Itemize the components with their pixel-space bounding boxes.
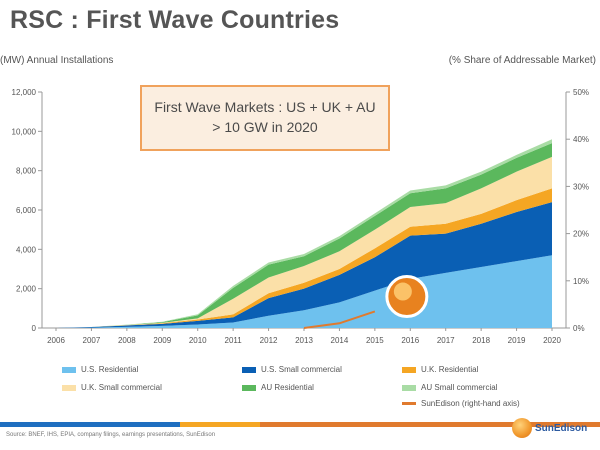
legend-item: U.K. Residential [402,365,478,374]
y2-tick-label: 40% [573,135,589,144]
y-tick-label: 6,000 [16,206,37,215]
sunedison-marker-highlight [393,282,412,301]
y-tick-label: 8,000 [16,167,37,176]
legend-label: U.S. Residential [81,365,139,374]
y2-tick-label: 10% [573,277,589,286]
y2-tick-label: 0% [573,324,585,333]
area-series-1 [56,202,552,328]
x-tick-label: 2009 [153,336,171,345]
legend-item: U.S. Residential [62,365,138,374]
legend-label: AU Small commercial [421,383,498,392]
y2-tick-label: 20% [573,230,589,239]
callout-line1: First Wave Markets : US + UK + AU [154,99,376,115]
legend-label: SunEdison (right-hand axis) [421,399,520,408]
x-tick-label: 2010 [189,336,207,345]
x-tick-label: 2015 [366,336,384,345]
legend-item: U.S. Small commercial [242,365,342,374]
x-tick-label: 2018 [472,336,490,345]
x-tick-label: 2011 [225,336,243,345]
area-series-0 [56,255,552,328]
legend-label: U.K. Residential [421,365,479,374]
legend-swatch [242,384,256,391]
legend-swatch [402,384,416,391]
left-axis-title: (MW) Annual Installations [0,55,114,66]
company-logo: SunEdison [512,418,587,438]
x-tick-label: 2007 [83,336,101,345]
page-title: RSC : First Wave Countries [10,6,340,34]
legend-swatch [62,366,76,373]
y-tick-label: 0 [32,324,37,333]
y-tick-label: 12,000 [12,88,37,97]
area-chart: 0 2,000 4,000 6,000 8,000 10,000 12,000 0% 10% 20… [12,88,589,345]
footer-color-bar [0,422,600,427]
legend-label: AU Residential [261,383,314,392]
x-tick-label: 2012 [260,336,278,345]
legend-item: AU Small commercial [402,383,497,392]
y2-tick-label: 30% [573,182,589,191]
callout-line2: > 10 GW in 2020 [212,119,318,135]
y-tick-label: 10,000 [12,127,37,136]
legend-label: U.K. Small commercial [81,383,162,392]
source-note: Source: BNEF, IHS, EPIA, company filings… [6,432,216,438]
line-series-sunedison [303,310,376,329]
x-tick-label: 2008 [118,336,136,345]
x-tick-label: 2017 [437,336,455,345]
sun-icon [512,418,532,438]
x-tick-label: 2006 [47,336,65,345]
legend-item: U.K. Small commercial [62,383,162,392]
legend-swatch [402,402,416,405]
right-axis-title: (% Share of Addressable Market) [448,55,596,66]
y2-tick-label: 50% [573,88,589,97]
y-tick-label: 2,000 [16,285,37,294]
callout-box: First Wave Markets : US + UK + AU > 10 G… [140,85,390,151]
x-tick-label: 2014 [331,336,349,345]
legend-label: U.S. Small commercial [261,365,342,374]
logo-text: SunEdison [535,422,588,434]
x-tick-label: 2020 [543,336,561,345]
legend-item: AU Residential [242,383,314,392]
x-tick-label: 2016 [401,336,419,345]
legend-swatch [62,384,76,391]
legend-swatch [242,366,256,373]
legend-swatch [402,366,416,373]
x-tick-label: 2019 [508,336,526,345]
y-tick-label: 4,000 [16,245,37,254]
legend-item: SunEdison (right-hand axis) [402,399,520,408]
x-tick-label: 2013 [295,336,313,345]
